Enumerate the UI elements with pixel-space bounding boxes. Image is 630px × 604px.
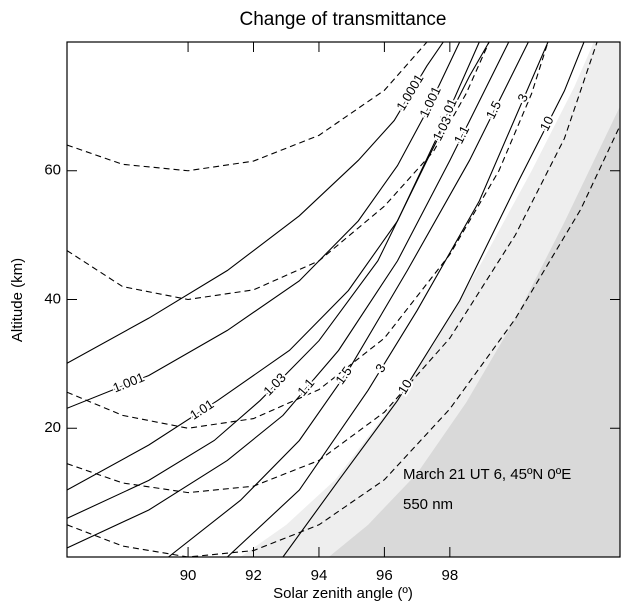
contour-line — [67, 42, 428, 172]
contour-label: 1.01 — [187, 396, 216, 422]
contour-line — [282, 42, 585, 557]
annotation: March 21 UT 6, 45ºN 0ºE — [403, 466, 571, 483]
x-axis-label: Solar zenith angle (º) — [273, 585, 413, 602]
contour-label: 3 — [514, 91, 531, 104]
contour-label: 1.5 — [332, 364, 355, 387]
x-tick-label: 96 — [376, 567, 393, 584]
contour-line — [67, 42, 549, 429]
annotation: 550 nm — [403, 496, 453, 513]
contour-line — [67, 125, 620, 557]
y-tick-label: 40 — [44, 290, 61, 307]
contour-label: 1.03 — [260, 370, 288, 399]
y-axis-label: Altitude (km) — [9, 258, 26, 342]
contour-line — [67, 42, 490, 301]
chart-title: Change of transmittance — [239, 9, 446, 30]
contour-line — [168, 42, 529, 557]
plot — [67, 42, 620, 557]
contour-line — [67, 42, 444, 364]
contour-label: 1.5 — [483, 98, 504, 121]
x-tick-label: 94 — [311, 567, 328, 584]
shaded-region — [328, 42, 620, 557]
x-tick-label: 92 — [245, 567, 262, 584]
x-tick-label: 98 — [442, 567, 459, 584]
contour-line — [67, 42, 598, 494]
contour-line — [226, 42, 549, 557]
contour-label: 1.1 — [451, 123, 472, 146]
contour-line — [67, 42, 480, 491]
y-tick-label: 20 — [44, 419, 61, 436]
contour-line — [67, 42, 510, 549]
contour-line — [67, 42, 490, 519]
contour-label: 3 — [372, 361, 389, 375]
contour-line — [67, 42, 461, 409]
contour-label: 1.001 — [111, 369, 147, 395]
x-tick-label: 90 — [180, 567, 197, 584]
y-tick-label: 60 — [44, 162, 61, 179]
